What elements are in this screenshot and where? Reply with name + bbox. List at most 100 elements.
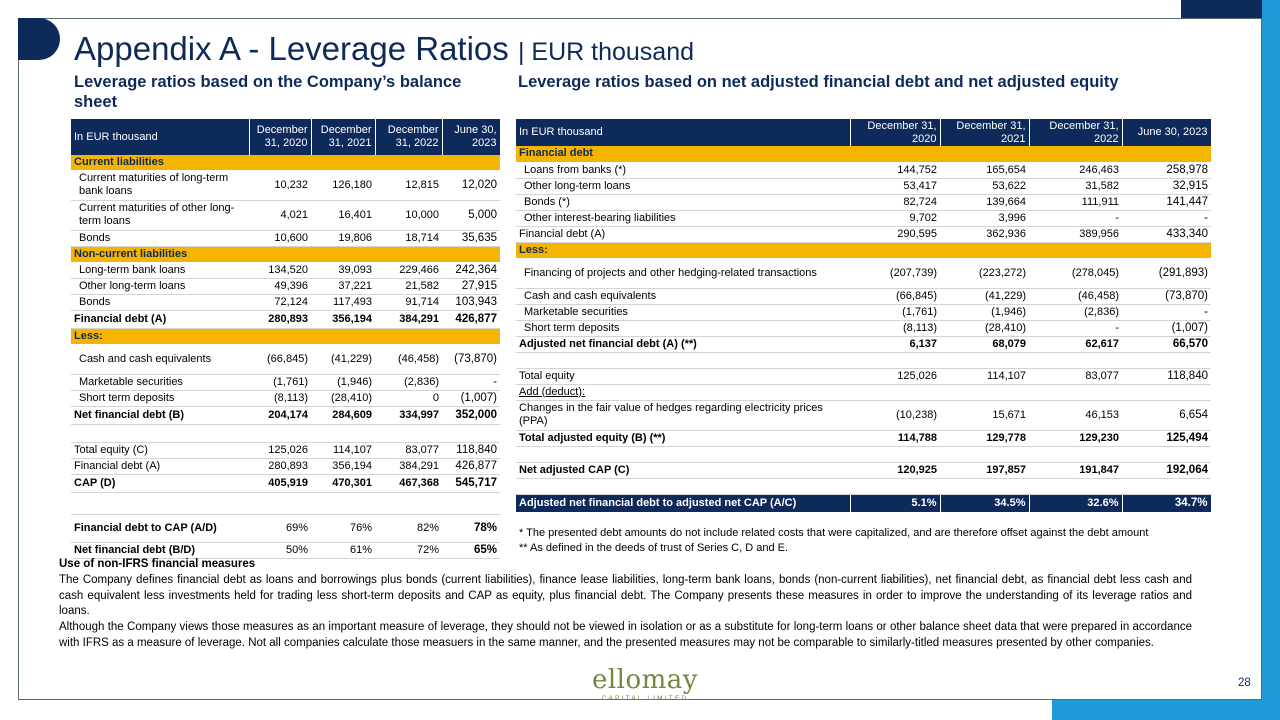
value-cell: 426,877 [442,310,500,329]
value-cell: 229,466 [375,262,442,279]
value-cell: (2,836) [375,374,442,391]
row-label: Financial debt (A) [516,226,850,243]
value-cell: 19,806 [311,230,375,247]
value-cell: 246,463 [1029,162,1122,179]
disclosure-paragraph-2: Although the Company views those measure… [59,621,1192,649]
value-cell: 125,026 [249,442,311,459]
value-cell: 284,609 [311,406,375,425]
row-label: Financing of projects and other hedging-… [516,258,850,289]
right-row-row: Financing of projects and other hedging-… [516,258,1211,289]
right-row-row: Short term deposits (8,113) (28,410) - (1,00… [516,320,1211,337]
row-label: Net financial debt (B/D) [71,542,249,559]
value-cell: 82% [375,514,442,543]
row-label: Other long-term loans [516,178,850,195]
blank-cell [940,446,1029,463]
row-label: Current maturities of other long-term lo… [71,200,249,231]
left-row-row: Cash and cash equivalents (66,845) (41,229… [71,344,500,375]
value-cell: 134,520 [249,262,311,279]
section-label: Financial debt [516,146,1211,163]
value-cell: 91,714 [375,294,442,311]
value-cell: 165,654 [940,162,1029,179]
right-row-row: Bonds (*) 82,724 139,664 111,911 141,447 [516,194,1211,211]
value-cell: 129,230 [1029,430,1122,447]
blank-cell [71,492,249,515]
row-label: Cash and cash equivalents [71,344,249,375]
left-row-bold: CAP (D) 405,919 470,301 467,368 545,717 [71,474,500,493]
row-label: Short term deposits [71,390,249,407]
value-cell: - [1122,210,1211,227]
row-label: Short term deposits [516,320,850,337]
value-cell: 35,635 [442,230,500,247]
section-label: Non-current liabilities [71,246,500,263]
title-tab-marker [18,18,60,60]
value-cell: 118,840 [442,442,500,459]
row-label: Bonds [71,230,249,247]
value-cell: 83,077 [375,442,442,459]
right-header-2021: December 31, 2021 [940,119,1030,146]
value-cell: 10,232 [249,170,311,201]
value-cell: 32,915 [1122,178,1211,195]
footnote-debt-costs: * The presented debt amounts do not incl… [519,527,1149,539]
left-table-header: In EUR thousand December 31, 2020 Decemb… [71,119,501,155]
value-cell: 83,077 [1029,368,1122,385]
value-cell: 50% [249,542,311,559]
right-header-2022: December 31, 2022 [1029,119,1123,146]
value-cell: 10,000 [375,200,442,231]
value-cell: 280,893 [249,458,311,475]
section-label: Less: [516,242,1211,259]
value-cell: (46,458) [1029,288,1122,305]
value-cell: 12,020 [442,170,500,201]
value-cell: 362,936 [940,226,1029,243]
left-header-2021: December 31, 2021 [311,119,376,155]
value-cell: 280,893 [249,310,311,329]
value-cell: - [442,374,500,391]
row-label: Financial debt to CAP (A/D) [71,514,249,543]
value-cell: 34.5% [940,494,1030,512]
value-cell: (1,946) [940,304,1029,321]
value-cell: 32.6% [1029,494,1123,512]
left-row-section: Less: [71,328,500,345]
value-cell: 139,664 [940,194,1029,211]
right-row-underline: Add (deduct): [516,384,1211,401]
side-accent-bar [1262,0,1280,700]
non-ifrs-disclosure: Use of non-IFRS financial measures The C… [59,557,1192,652]
row-label: Bonds [71,294,249,311]
corner-accent-top [1181,0,1280,18]
balance-sheet-leverage-table: In EUR thousand December 31, 2020 Decemb… [71,119,501,559]
row-label: Long-term bank loans [71,262,249,279]
value-cell: 78% [442,514,500,543]
value-cell: 114,788 [850,430,940,447]
left-row-row: Long-term bank loans 134,520 39,093 229,466… [71,262,500,279]
row-label: Cash and cash equivalents [516,288,850,305]
blank-cell [71,424,249,443]
value-cell: 197,857 [940,462,1029,479]
row-label: Net adjusted CAP (C) [516,462,850,479]
value-cell: 15,671 [940,400,1029,431]
value-cell: 16,401 [311,200,375,231]
value-cell: 334,997 [375,406,442,425]
left-header-label: In EUR thousand [71,119,250,155]
value-cell: 3,996 [940,210,1029,227]
value-cell: 242,364 [442,262,500,279]
blank-cell [940,352,1029,369]
blank-cell [442,492,500,515]
right-row-blank [516,478,1211,495]
row-label: Total adjusted equity (B) (**) [516,430,850,447]
blank-cell [311,492,375,515]
value-cell: 467,368 [375,474,442,493]
value-cell: 72% [375,542,442,559]
value-cell: 39,093 [311,262,375,279]
row-label: Financial debt (A) [71,310,249,329]
value-cell: 12,815 [375,170,442,201]
blank-cell [516,478,850,495]
value-cell: 389,956 [1029,226,1122,243]
logo-tagline: CAPITAL LIMITED [601,695,689,702]
value-cell: 114,107 [940,368,1029,385]
blank-cell [311,424,375,443]
value-cell: 545,717 [442,474,500,493]
right-section-title: Leverage ratios based on net adjusted fi… [518,73,1119,91]
value-cell: (66,845) [850,288,940,305]
page-title-main: Appendix A - Leverage Ratios [74,30,509,67]
value-cell: (278,045) [1029,258,1122,289]
blank-cell [516,352,850,369]
